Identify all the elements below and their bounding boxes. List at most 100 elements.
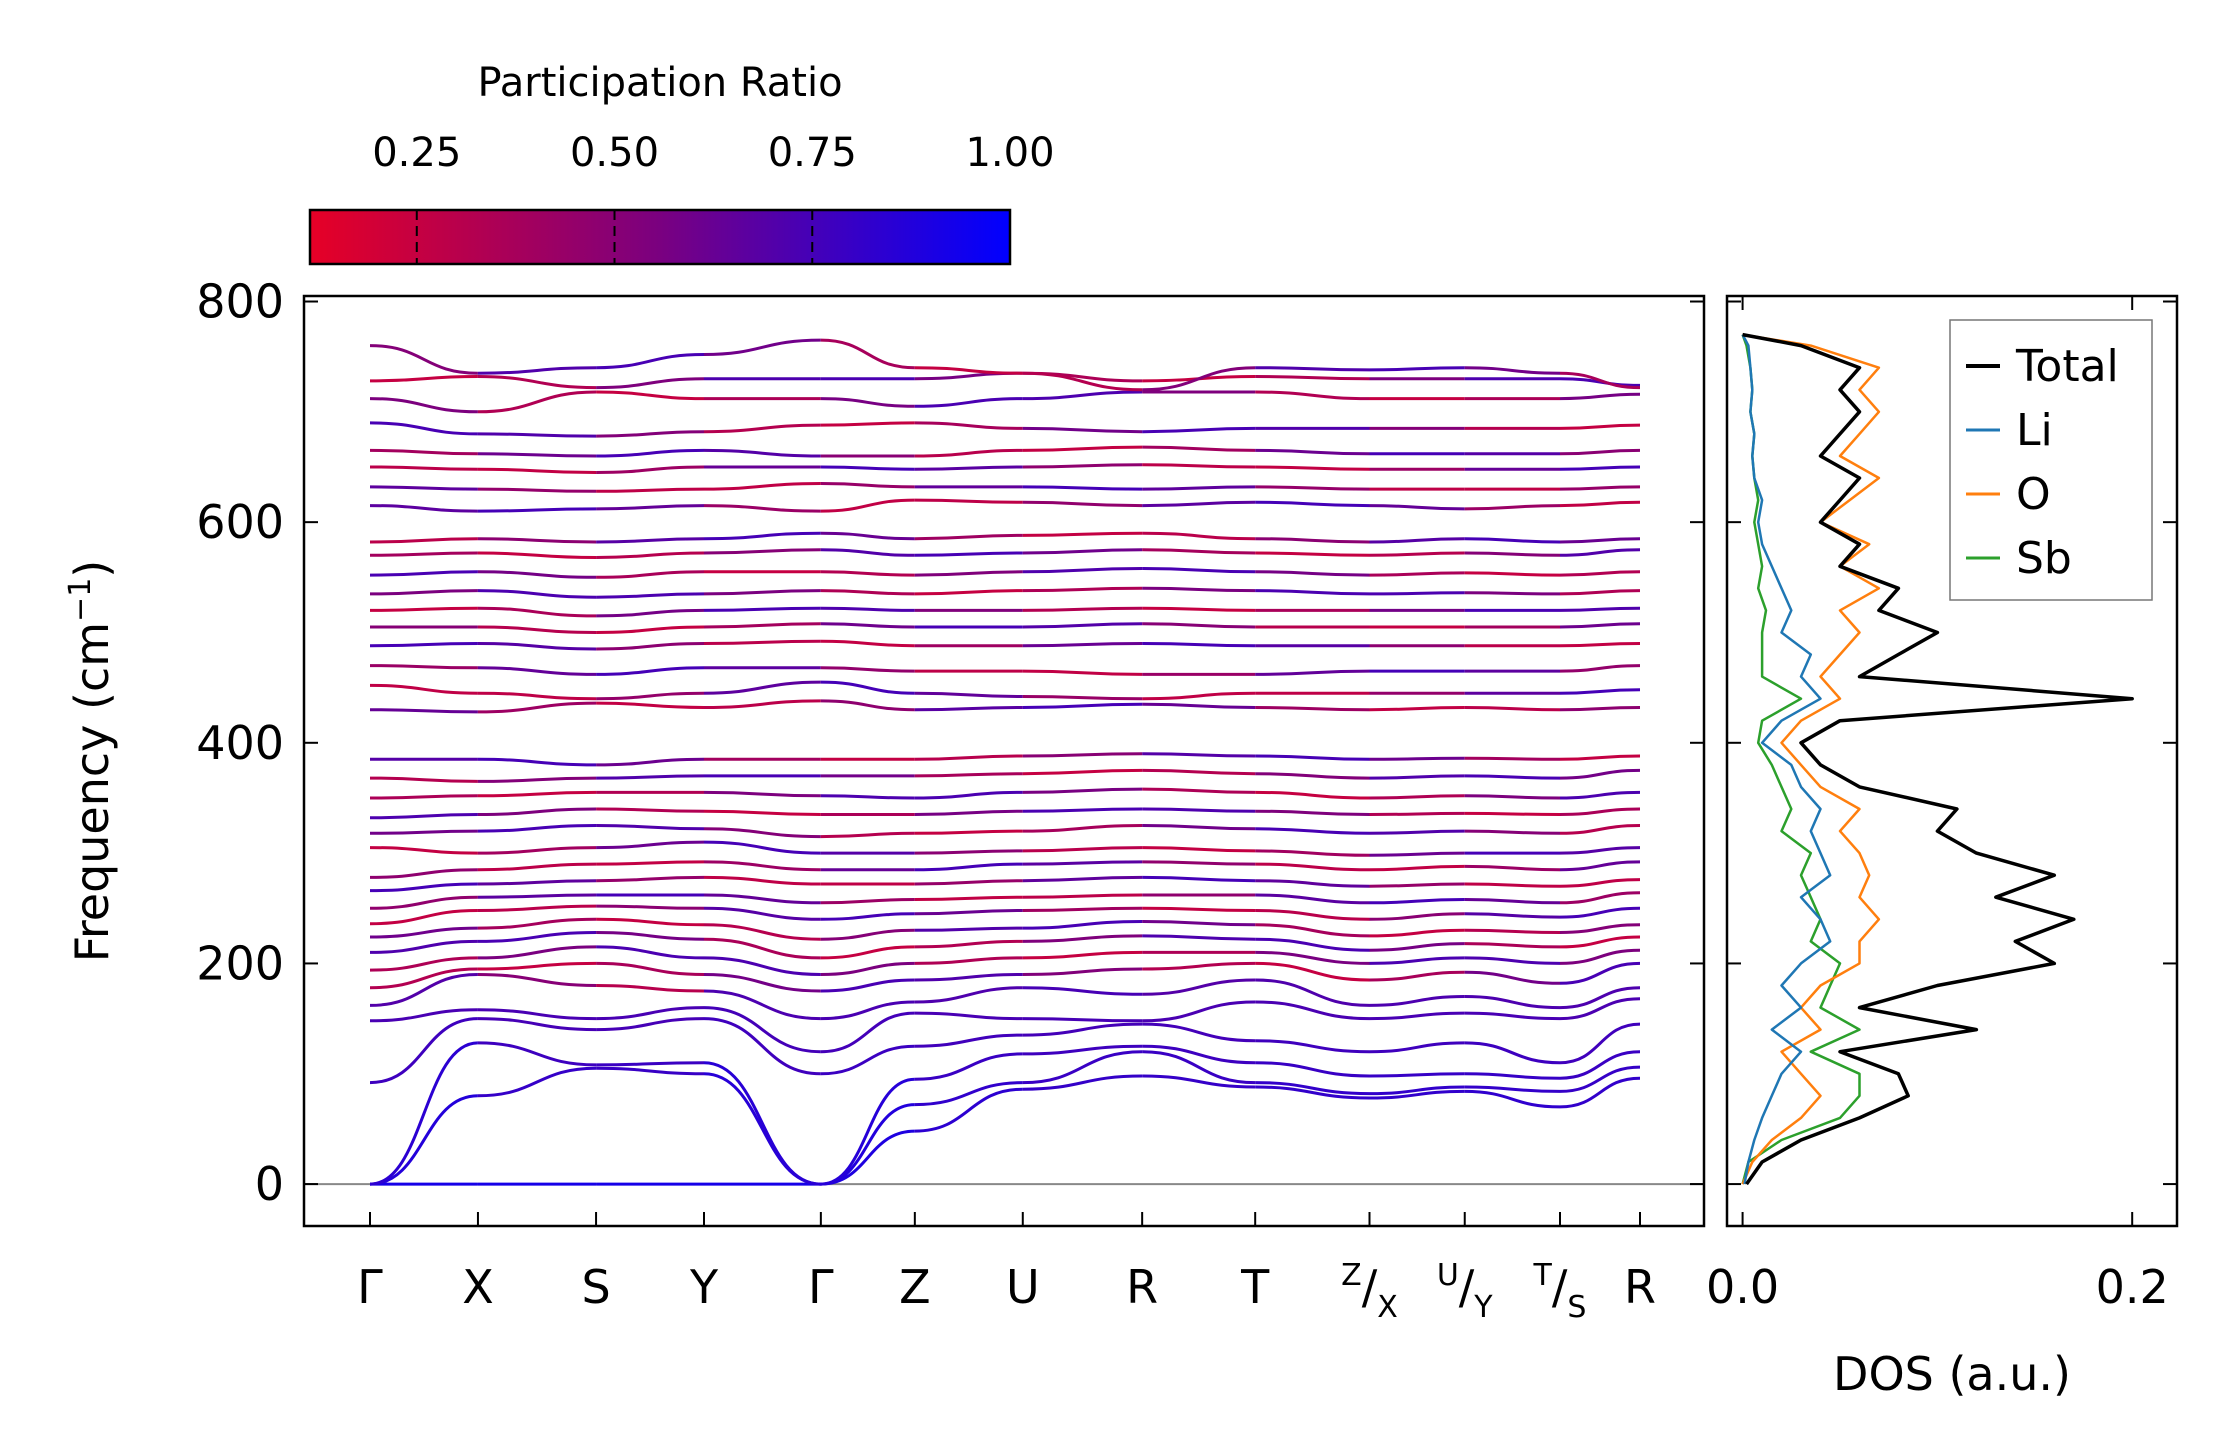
phonon-band-segment — [369, 846, 478, 855]
phonon-band-segment — [1142, 875, 1256, 883]
frequency-axis-ticks: 0 200 400 600 800 — [196, 275, 1704, 1211]
phonon-band-segment — [596, 1006, 705, 1021]
phonon-band-segment — [1559, 923, 1641, 934]
phonon-band-segment — [1022, 606, 1143, 612]
phonon-band-segment — [1255, 790, 1370, 800]
phonon-band-segment — [1464, 571, 1561, 577]
phonon-band-segment — [1464, 774, 1561, 780]
phonon-band-segment — [1255, 1085, 1370, 1100]
phonon-band-segment — [1559, 1022, 1641, 1065]
phonon-band-segment — [1559, 824, 1641, 835]
phonon-band-segment — [1142, 860, 1256, 866]
phonon-band-segment — [1369, 706, 1465, 712]
phonon-band-segment — [1255, 589, 1370, 596]
phonon-band-segment — [1559, 961, 1641, 985]
phonon-band-segment — [1369, 898, 1465, 905]
phonon-band-segment — [820, 548, 915, 557]
phonon-band-segment — [477, 917, 597, 930]
phonon-band-segment — [1142, 961, 1256, 971]
phonon-band-segment — [914, 939, 1023, 949]
phonon-band-segment — [1559, 465, 1641, 471]
phonon-band-segment — [1142, 485, 1256, 491]
phonon-band-segment — [820, 666, 915, 673]
kpath-label-separator: / — [1362, 1260, 1378, 1314]
phonon-band-segment — [703, 338, 821, 356]
phonon-band-segment — [1255, 893, 1370, 905]
phonon-band-segment — [820, 1077, 915, 1186]
phonon-band-segment — [1464, 995, 1561, 1010]
phonon-band-segment — [1464, 928, 1561, 934]
phonon-band-segment — [820, 961, 915, 976]
phonon-band-segment — [477, 507, 597, 513]
phonon-band-segment — [369, 551, 478, 557]
phonon-band-segment — [1142, 531, 1256, 541]
phonon-band-segment — [1559, 664, 1641, 673]
phonon-band-segment — [369, 973, 478, 1007]
phonon-band-segment — [477, 879, 597, 886]
phonon-band-segment — [1022, 824, 1143, 833]
phonon-band-segment — [1559, 846, 1641, 855]
phonon-band-segment — [1369, 756, 1465, 761]
phonon-band-segment — [1559, 706, 1641, 712]
phonon-band-segment — [1559, 986, 1641, 1010]
phonon-band-segment — [1255, 390, 1370, 401]
phonon-band-segment — [596, 642, 705, 651]
phonon-band-segment — [1142, 586, 1256, 593]
phonon-band-segment — [1142, 807, 1256, 813]
phonon-band-segment — [1369, 811, 1465, 816]
phonon-band-segment — [1369, 794, 1465, 800]
phonon-band-segment — [703, 893, 821, 905]
phonon-band-segment — [369, 606, 478, 612]
phonon-band-segment — [369, 794, 478, 800]
phonon-band-segment — [1559, 1076, 1641, 1109]
dos-y-ticks — [1727, 300, 2177, 1186]
phonon-band-segment — [369, 776, 478, 783]
phonon-band-segment — [1464, 1085, 1561, 1093]
phonon-band-segment — [596, 774, 705, 780]
phonon-band-segment — [369, 683, 478, 695]
phonon-band-segment — [369, 939, 478, 954]
phonon-band-segment — [1142, 702, 1256, 709]
legend-label: Sb — [2016, 533, 2072, 584]
kpath-tick-label: T/S — [1533, 1258, 1587, 1325]
phonon-band-segment — [477, 1017, 597, 1032]
phonon-band-segment — [369, 504, 478, 513]
phonon-band-segment — [596, 448, 705, 458]
phonon-band-segment — [369, 537, 478, 544]
phonon-band-segment — [914, 533, 1023, 541]
phonon-band-segment — [596, 904, 705, 910]
phonon-band-segment — [703, 639, 821, 645]
phonon-band-segment — [1559, 500, 1641, 508]
phonon-band-segment — [369, 882, 478, 893]
phonon-band-segment — [914, 1033, 1023, 1048]
phonon-band-segment — [703, 482, 821, 491]
phonon-band-segment — [1559, 807, 1641, 816]
phonon-band-segment — [820, 898, 915, 905]
phonon-band-segment — [1022, 1017, 1143, 1023]
phonon-band-segment — [914, 1087, 1023, 1133]
phonon-band-segment — [477, 807, 597, 816]
phonon-band-segment — [477, 1041, 597, 1067]
phonon-band-segment — [1369, 942, 1465, 952]
kpath-tick-label: R — [1624, 1260, 1656, 1314]
phonon-band-segment — [596, 860, 705, 866]
phonon-band-segment — [596, 757, 705, 767]
phonon-band-segment — [1022, 1050, 1143, 1085]
phonon-band-segment — [1022, 846, 1143, 853]
phonon-band-segment — [1464, 1072, 1561, 1080]
legend: Total Li O Sb — [1949, 319, 2153, 601]
kpath-label-subscript: S — [1567, 1290, 1586, 1325]
phonon-band-segment — [1022, 752, 1143, 758]
phonon-band-segment — [1022, 1074, 1143, 1091]
phonon-band-segment — [1255, 879, 1370, 888]
dos-curve-sb — [1741, 334, 1861, 1185]
phonon-band-segment — [1142, 463, 1256, 469]
phonon-band-segment — [914, 973, 1023, 982]
frequency-axis-title: Frequency (cm−1) — [63, 560, 119, 963]
phonon-band-segment — [1369, 571, 1465, 577]
phonon-band-segment — [369, 868, 478, 879]
phonon-band-segment — [1464, 366, 1561, 375]
phonon-band-segment — [1369, 1089, 1465, 1100]
phonon-band-segment — [820, 794, 915, 800]
kpath-tick-label: U — [1006, 1260, 1040, 1314]
